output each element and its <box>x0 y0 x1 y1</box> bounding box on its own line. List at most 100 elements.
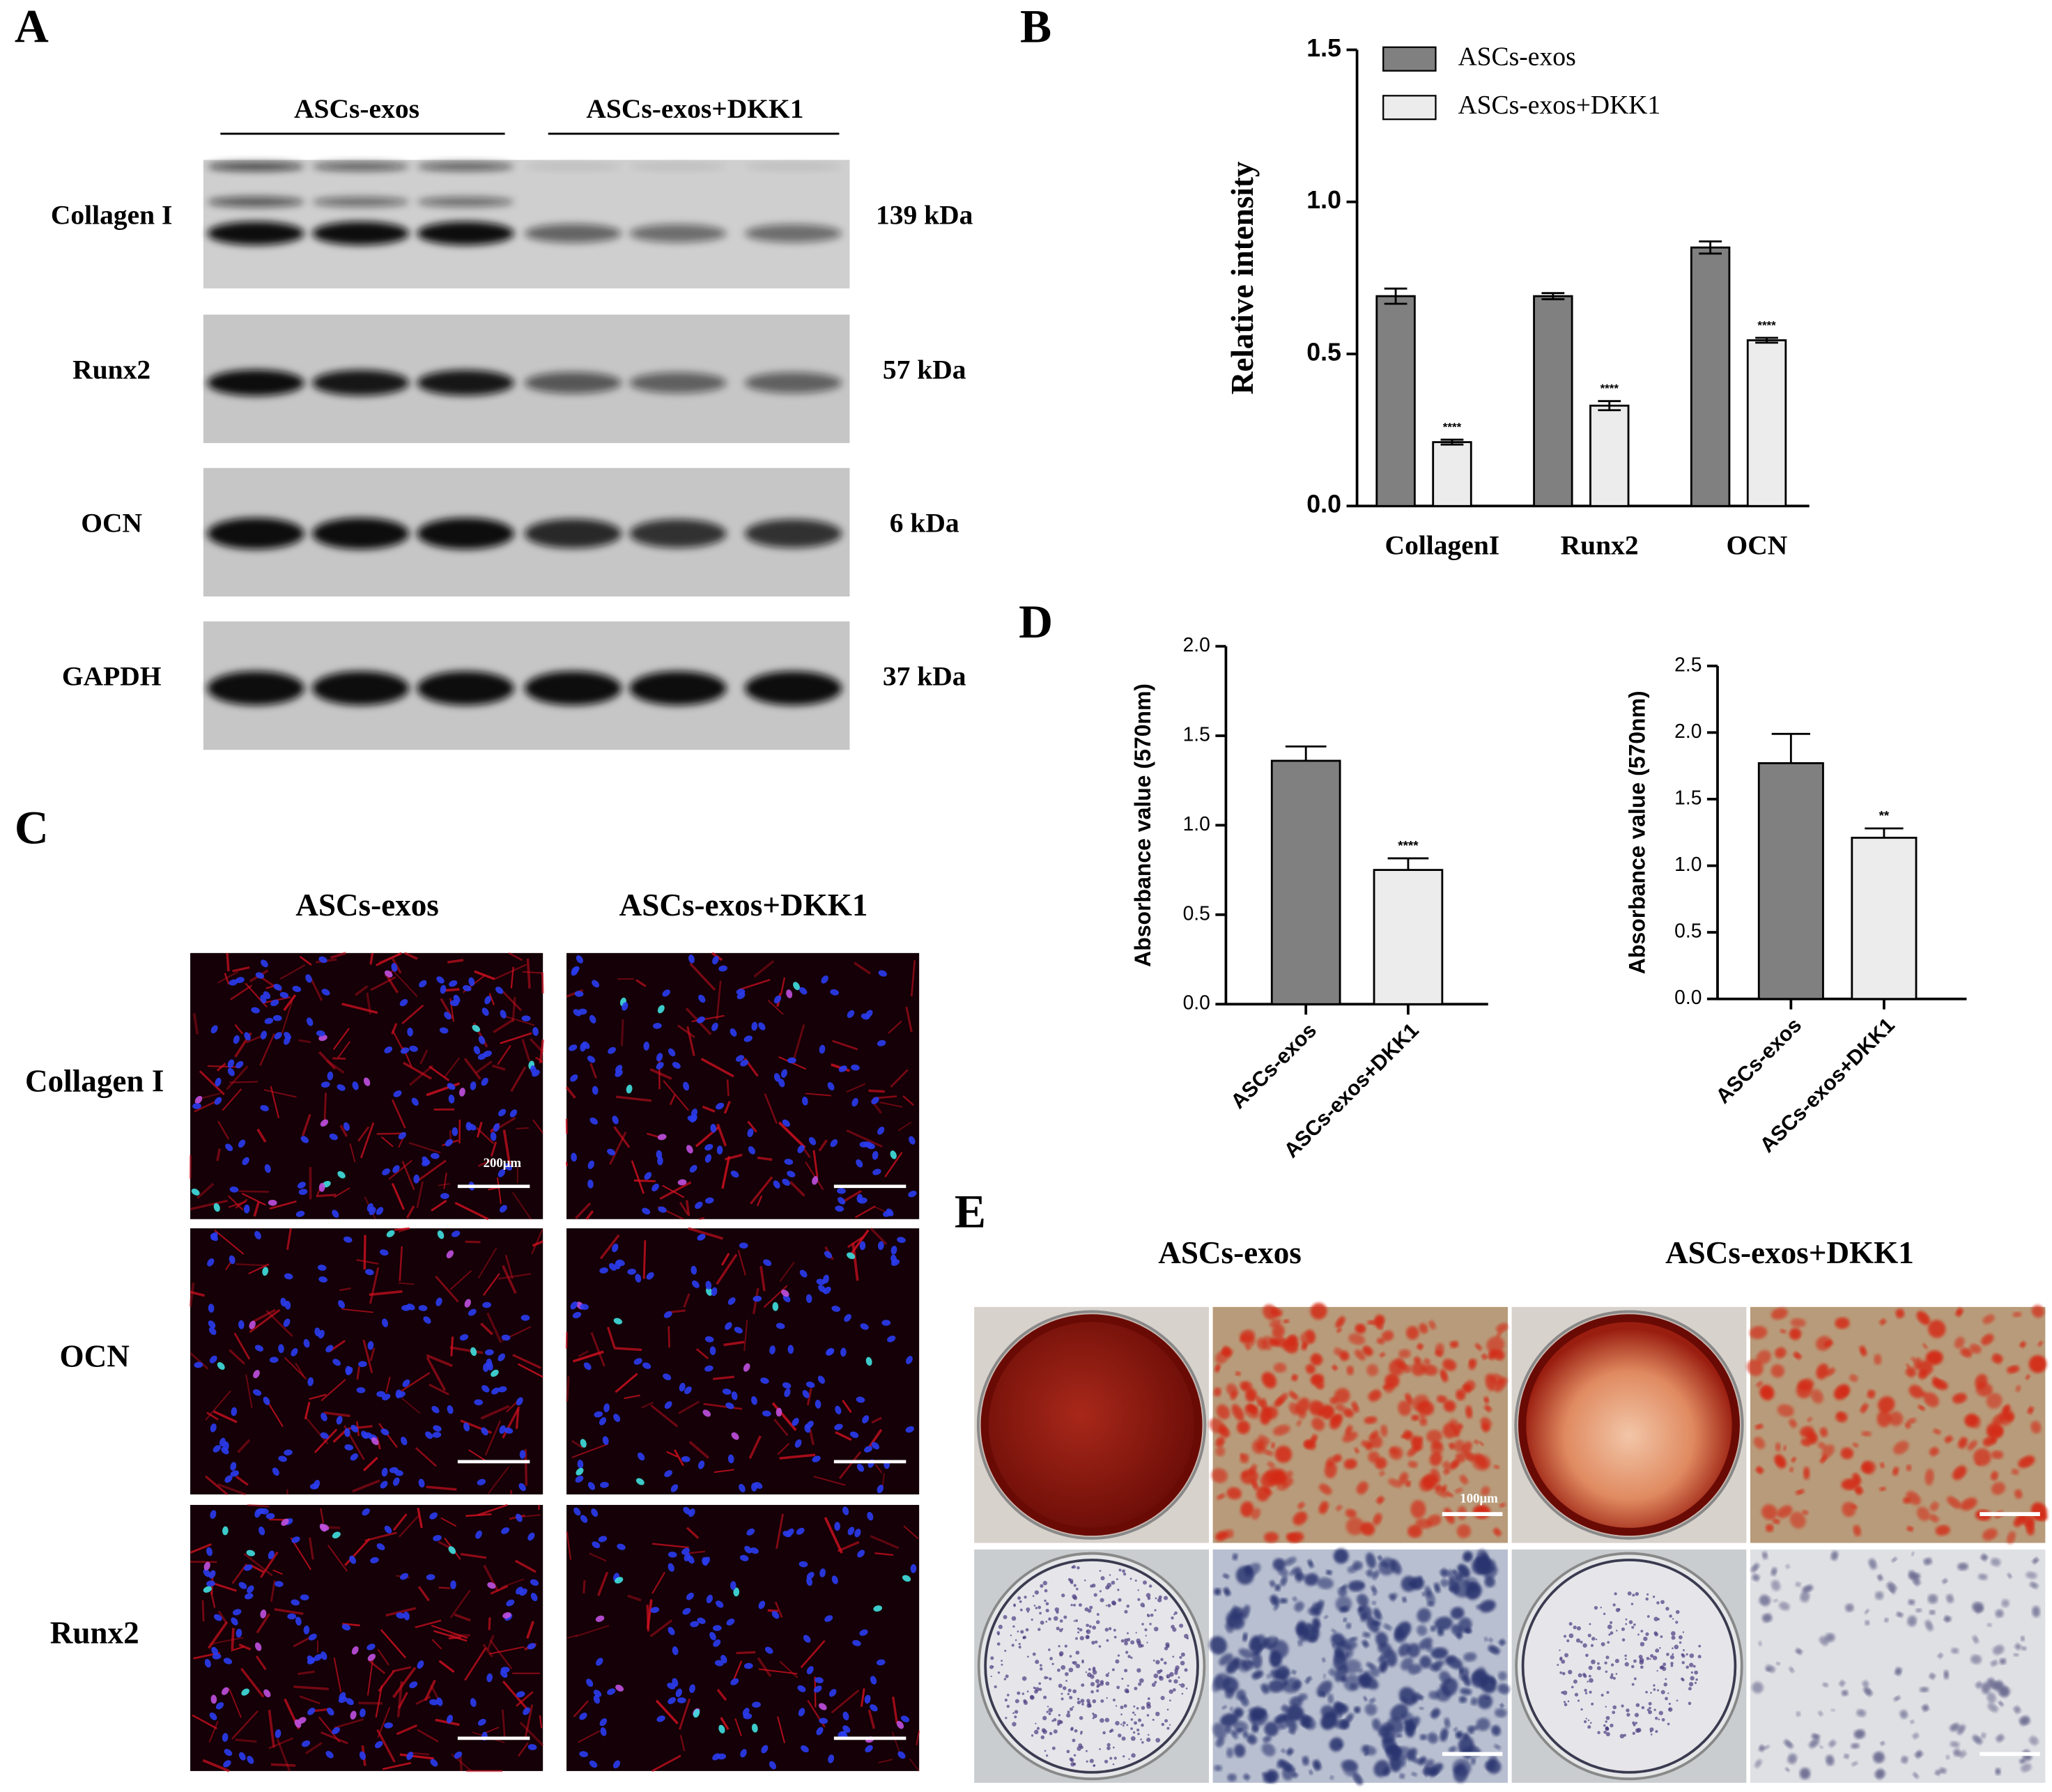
nucleus <box>851 1064 860 1071</box>
fiber <box>750 1176 773 1205</box>
nucleus <box>668 1048 676 1057</box>
stain-blob <box>1938 1653 1943 1659</box>
stain-blob <box>1481 1486 1490 1497</box>
stain-dot <box>1136 1638 1141 1644</box>
nucleus <box>677 1179 687 1186</box>
fiber <box>226 1065 249 1090</box>
stain-blob <box>1447 1492 1454 1497</box>
fiber <box>398 1692 408 1709</box>
stain-dot <box>1587 1633 1591 1637</box>
nucleus <box>497 1353 506 1361</box>
stain-blob <box>1335 1403 1346 1412</box>
nucleus <box>691 1109 698 1118</box>
stain-blob <box>1830 1708 1835 1712</box>
stain-blob <box>1752 1574 1760 1582</box>
stain-blob <box>1265 1468 1283 1485</box>
stain-dot <box>1113 1628 1116 1632</box>
stain-blob <box>1264 1722 1279 1737</box>
stain-dot <box>997 1671 1001 1674</box>
stain-dot <box>1567 1700 1570 1703</box>
fiber <box>732 1660 743 1682</box>
nucleus <box>688 955 695 964</box>
legend-swatch <box>1382 95 1437 121</box>
fiber <box>263 1089 297 1098</box>
fiber <box>689 962 716 991</box>
stain-blob <box>1221 1347 1233 1357</box>
nucleus <box>204 1658 211 1668</box>
fiber <box>511 996 516 1022</box>
stain-blob <box>1465 1380 1476 1391</box>
stain-dot <box>1144 1628 1148 1632</box>
stain-blob <box>1281 1748 1286 1753</box>
fiber <box>265 1399 284 1428</box>
stain-blob <box>1311 1374 1325 1389</box>
stain-dot <box>1107 1672 1110 1674</box>
stain-blob <box>1345 1713 1354 1724</box>
nucleus <box>579 1751 589 1757</box>
nucleus <box>840 1347 847 1357</box>
nucleus <box>215 1701 224 1710</box>
nucleus <box>574 991 584 997</box>
nucleus <box>367 1644 376 1651</box>
nucleus <box>627 1268 637 1275</box>
nucleus <box>864 1446 873 1453</box>
stain-blob <box>1851 1743 1860 1749</box>
stain-blob <box>1376 1496 1384 1504</box>
blot-band <box>417 518 514 550</box>
fiber <box>524 1449 528 1486</box>
stain-dot <box>1146 1738 1151 1743</box>
fiber <box>868 1089 885 1093</box>
stain-dot <box>1594 1606 1598 1610</box>
micrograph <box>566 1504 920 1772</box>
nucleus <box>722 1389 732 1395</box>
stain-dot <box>1646 1708 1650 1711</box>
stain-dot <box>1634 1713 1640 1717</box>
blot-band <box>417 196 514 208</box>
fiber <box>888 1020 902 1034</box>
stain-dot <box>1590 1644 1594 1647</box>
stain-dot <box>1004 1698 1008 1702</box>
nucleus <box>433 1425 442 1432</box>
stain-blob <box>1818 1710 1823 1717</box>
stain-blob <box>2007 1573 2012 1579</box>
fiber <box>515 1691 534 1707</box>
bar <box>1432 441 1472 507</box>
stain-dot <box>1649 1658 1651 1660</box>
stain-dot <box>1086 1630 1088 1632</box>
stain-blob <box>1380 1424 1388 1437</box>
stain-blob <box>1294 1601 1304 1612</box>
stain-blob <box>1475 1604 1483 1609</box>
stain-blob <box>1279 1598 1288 1604</box>
fiber <box>646 1605 650 1632</box>
nucleus <box>720 1655 727 1664</box>
stain-blob <box>1305 1364 1316 1375</box>
fiber <box>777 1443 790 1455</box>
stain-blob <box>1923 1557 1932 1566</box>
stain-dot <box>1566 1639 1570 1643</box>
stain-blob <box>1375 1457 1387 1469</box>
stain-blob <box>1253 1642 1264 1655</box>
blot-size-label: 139 kDa <box>876 199 973 230</box>
nucleus <box>362 1508 370 1516</box>
stain-dot <box>1143 1580 1148 1585</box>
stain-dot <box>1139 1678 1144 1683</box>
stain-dot <box>1035 1607 1038 1609</box>
stain-dot <box>1146 1614 1149 1616</box>
fiber <box>702 1105 716 1113</box>
fiber <box>279 964 306 980</box>
stain-blob <box>1787 1753 1797 1764</box>
stain-blob <box>1853 1729 1865 1739</box>
stain-blob <box>1417 1343 1424 1350</box>
stain-dot <box>1653 1684 1656 1687</box>
stain-blob <box>1896 1612 1904 1618</box>
stain-blob <box>1337 1586 1348 1597</box>
stain-dot <box>1066 1749 1070 1754</box>
nucleus <box>409 1681 418 1689</box>
nucleus <box>298 1189 308 1196</box>
stain-blob <box>1759 1384 1775 1400</box>
stain-blob <box>1292 1596 1297 1602</box>
fiber <box>429 1065 450 1081</box>
nucleus <box>219 1437 226 1447</box>
nucleus <box>291 1347 298 1357</box>
fiber <box>699 1216 705 1221</box>
